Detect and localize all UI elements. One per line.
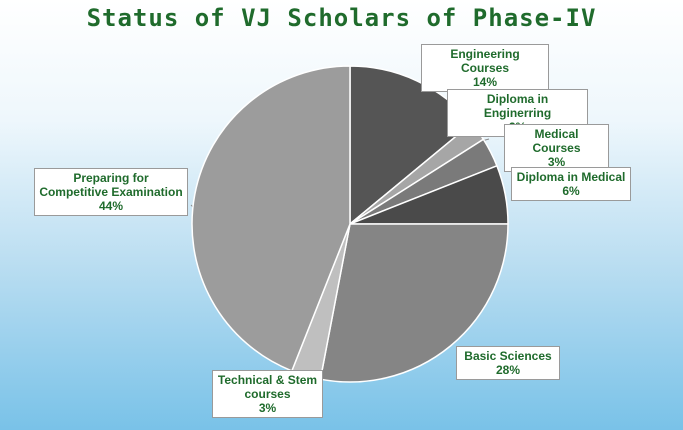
callout-engineering-courses: Engineering Courses 14% xyxy=(421,44,549,92)
callout-diploma-medical: Diploma in Medical 6% xyxy=(511,167,631,201)
callout-technical-stem: Technical & Stem courses 3% xyxy=(212,370,323,418)
chart-title: Status of VJ Scholars of Phase-IV xyxy=(86,4,597,32)
slice-value-label: 3% xyxy=(258,401,277,415)
slice-label: Preparing for Competitive Examination xyxy=(39,171,183,199)
slice-label: Engineering Courses xyxy=(450,47,520,75)
pie-slice-4 xyxy=(319,223,509,383)
slice-value-label: 14% xyxy=(472,75,498,89)
callout-basic-sciences: Basic Sciences 28% xyxy=(456,346,560,380)
slice-label: Diploma in Medical xyxy=(516,170,626,184)
pie-slice-6 xyxy=(191,65,351,372)
slice-label: Medical Courses xyxy=(532,127,581,155)
callout-medical-courses: Medical Courses 3% xyxy=(504,124,609,172)
slice-value-label: 3% xyxy=(547,155,566,169)
slice-value-label: 6% xyxy=(562,184,580,198)
slice-value-label: 28% xyxy=(495,363,521,377)
slice-label: Technical & Stem courses xyxy=(217,373,318,401)
pie-slices xyxy=(191,65,509,383)
slice-value-label: 44% xyxy=(98,199,124,213)
slice-label: Diploma in Enginerring xyxy=(483,92,552,120)
slice-label: Basic Sciences xyxy=(464,349,552,363)
callout-competitive-exam: Preparing for Competitive Examination 44… xyxy=(34,168,188,216)
